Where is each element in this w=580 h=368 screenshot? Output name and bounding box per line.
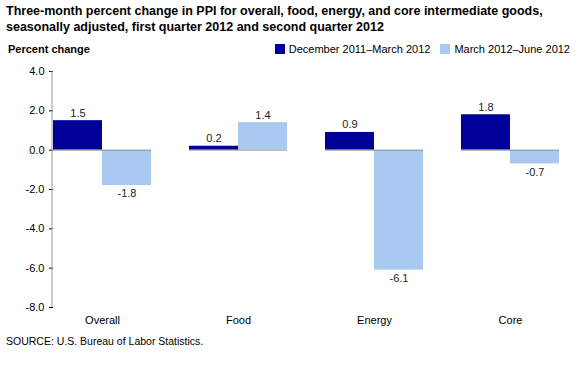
- svg-text:Core: Core: [499, 314, 523, 326]
- svg-text:Energy: Energy: [357, 314, 392, 326]
- svg-text:-4.0: -4.0: [26, 222, 45, 234]
- svg-text:-8.0: -8.0: [26, 301, 45, 313]
- svg-text:1.5: 1.5: [70, 107, 85, 119]
- svg-text:-6.1: -6.1: [390, 272, 409, 284]
- svg-text:-6.0: -6.0: [26, 262, 45, 274]
- svg-text:0.9: 0.9: [342, 118, 357, 130]
- svg-text:4.0: 4.0: [29, 65, 44, 77]
- html-text:Three-month percent change in: Three-month percent change in PPI for ov…: [6, 4, 543, 34]
- html-text:Percent change: Percent change: [8, 43, 90, 55]
- svg-text:-1.8: -1.8: [118, 187, 137, 199]
- svg-text:0.2: 0.2: [206, 132, 221, 144]
- html-text:SOURCE: U.S. Bureau of Labor S: SOURCE: U.S. Bureau of Labor Statistics.: [6, 335, 204, 347]
- svg-text:1.4: 1.4: [255, 109, 270, 121]
- svg-text:1.8: 1.8: [478, 101, 493, 113]
- html-text:December 2011–March 2012: December 2011–March 2012: [288, 43, 431, 55]
- svg-text:Food: Food: [226, 314, 251, 326]
- svg-text:-0.7: -0.7: [526, 166, 545, 178]
- svg-text:-2.0: -2.0: [26, 183, 45, 195]
- html-text:March 2012–June 2012: March 2012–June 2012: [454, 43, 570, 55]
- svg-text:0.0: 0.0: [29, 144, 44, 156]
- svg-text:2.0: 2.0: [29, 104, 44, 116]
- svg-text:Overall: Overall: [85, 314, 120, 326]
